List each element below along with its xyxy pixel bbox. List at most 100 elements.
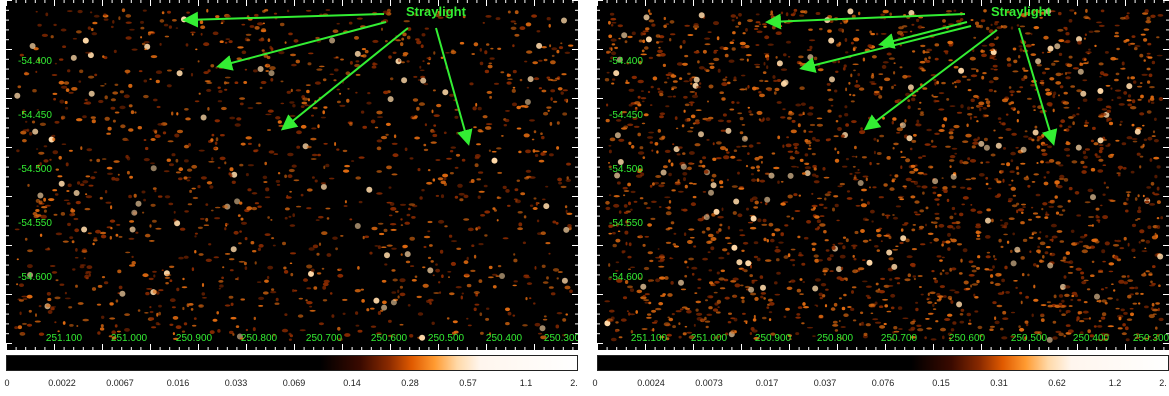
- speckle-mark: [1143, 337, 1149, 340]
- colorbar-tick-label: 0.017: [755, 378, 779, 388]
- speckle-mark: [564, 205, 568, 209]
- speckle-mark: [440, 56, 444, 59]
- speckle-mark: [649, 104, 653, 106]
- speckle-mark: [19, 311, 22, 316]
- speckle-mark: [485, 15, 492, 18]
- speckle-mark: [293, 39, 299, 43]
- speckle-mark: [982, 72, 987, 75]
- colorbar-tick-label: 0.076: [871, 378, 895, 388]
- speckle-mark: [147, 31, 151, 36]
- speckle-mark: [244, 266, 248, 270]
- speckle-mark: [114, 177, 120, 182]
- speckle-mark: [355, 324, 360, 327]
- speckle-mark: [188, 303, 194, 306]
- speckle-mark: [829, 254, 834, 258]
- speckle-mark: [461, 292, 464, 295]
- speckle-mark: [55, 168, 59, 171]
- speckle-mark: [260, 29, 267, 33]
- speckle-mark: [551, 54, 555, 58]
- speckle-mark: [794, 210, 801, 212]
- speckle-mark: [35, 10, 38, 13]
- speckle-mark: [713, 21, 719, 26]
- speckle-mark: [158, 289, 164, 292]
- frame-tick: [572, 196, 578, 197]
- frame-tick: [322, 347, 324, 350]
- speckle-mark: [290, 272, 294, 277]
- speckle-mark: [642, 243, 646, 247]
- speckle-mark: [257, 205, 262, 208]
- speckle-mark: [532, 61, 538, 65]
- speckle-mark: [540, 132, 543, 135]
- speckle-mark: [377, 245, 381, 250]
- speckle-mark: [214, 141, 218, 145]
- speckle-mark: [542, 281, 549, 284]
- speckle-mark: [461, 158, 466, 162]
- speckle-mark: [371, 65, 377, 69]
- speckle-mark: [629, 313, 636, 316]
- speckle-mark: [238, 242, 242, 245]
- speckle-mark: [459, 198, 464, 202]
- frame-tick: [476, 0, 478, 3]
- speckle-mark: [936, 80, 939, 85]
- speckle-mark: [142, 211, 145, 214]
- speckle-mark: [860, 229, 865, 233]
- speckle-mark: [16, 283, 19, 286]
- speckle-mark: [315, 36, 320, 40]
- speckle-mark: [792, 263, 795, 267]
- speckle-mark: [1081, 280, 1087, 285]
- speckle-mark: [420, 77, 427, 84]
- speckle-mark: [228, 40, 233, 44]
- speckle-mark: [418, 102, 425, 106]
- speckle-mark: [26, 323, 33, 327]
- speckle-mark: [279, 22, 285, 27]
- speckle-mark: [561, 17, 567, 24]
- speckle-mark: [928, 56, 931, 60]
- speckle-mark: [69, 236, 74, 240]
- speckle-mark: [218, 280, 224, 283]
- speckle-mark: [254, 261, 257, 265]
- speckle-mark: [852, 254, 855, 258]
- speckle-mark: [169, 298, 176, 303]
- frame-tick: [575, 68, 578, 70]
- speckle-mark: [169, 265, 175, 268]
- speckle-mark: [125, 21, 132, 24]
- speckle-mark: [463, 194, 469, 199]
- speckle-mark: [51, 74, 58, 76]
- speckle-mark: [362, 125, 368, 129]
- frame-tick: [6, 235, 9, 237]
- speckle-mark: [129, 226, 136, 233]
- dec-tick-label: -54.550: [18, 218, 52, 229]
- frame-tick: [6, 107, 9, 109]
- speckle-mark: [892, 146, 895, 150]
- speckle-mark: [1059, 124, 1063, 128]
- speckle-mark: [194, 100, 200, 103]
- frame-tick: [15, 347, 17, 350]
- speckle-mark: [713, 336, 719, 340]
- speckle-mark: [555, 324, 560, 329]
- speckle-mark: [682, 152, 686, 155]
- speckle-mark: [35, 70, 38, 73]
- speckle-mark: [37, 192, 44, 199]
- colorbar-tick-label: 2.: [570, 378, 578, 388]
- speckle-mark: [22, 129, 29, 132]
- speckle-mark: [104, 95, 108, 100]
- speckle-mark: [178, 167, 184, 172]
- speckle-mark: [93, 171, 98, 174]
- speckle-mark: [474, 163, 479, 168]
- speckle-mark: [1129, 293, 1134, 296]
- speckle-mark: [143, 79, 148, 83]
- speckle-mark: [1055, 330, 1062, 334]
- speckle-mark: [243, 81, 248, 84]
- speckle-mark: [611, 23, 614, 27]
- speckle-mark: [512, 314, 516, 317]
- frame-tick: [418, 347, 420, 350]
- frame-tick: [111, 347, 113, 350]
- speckle-mark: [175, 325, 182, 329]
- speckle-mark: [534, 150, 540, 153]
- speckle-mark: [217, 329, 221, 333]
- speckle-mark: [1150, 101, 1155, 104]
- speckle-mark: [66, 202, 71, 205]
- speckle-mark: [24, 237, 28, 241]
- speckle-mark: [899, 44, 902, 47]
- frame-tick: [438, 344, 439, 350]
